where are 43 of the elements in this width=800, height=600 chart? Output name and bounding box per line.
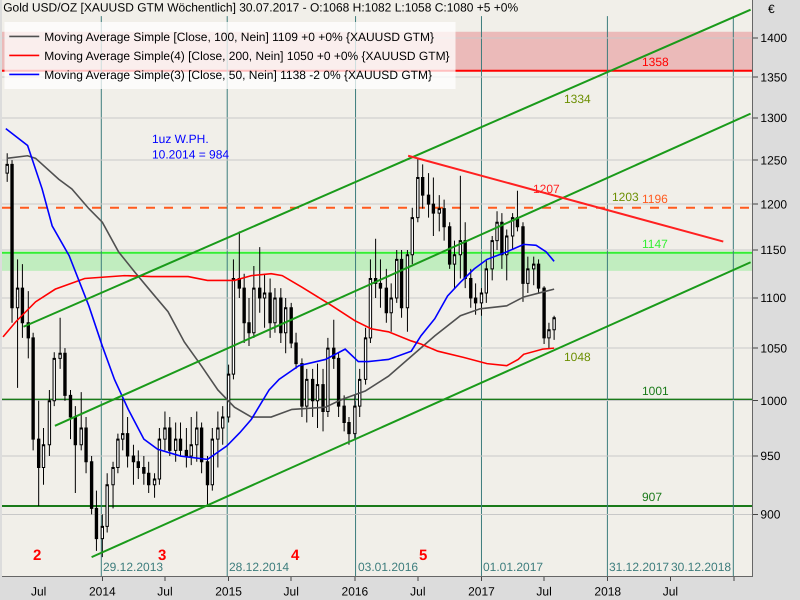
ref-line-label: 31.12.2017	[609, 560, 670, 574]
ref-line-label: 30.12.2018	[671, 560, 732, 574]
y-tick-label: 1400	[760, 31, 788, 46]
ref-line-label: 1196	[642, 192, 668, 206]
annotation: 5	[419, 547, 428, 564]
y-tick-label: 1100	[760, 291, 787, 306]
y-tick-label: 1000	[760, 394, 788, 408]
x-tick-label: 2018	[594, 584, 622, 598]
annotation: 1203	[612, 190, 640, 204]
ref-line-label: 1147	[642, 237, 668, 251]
y-tick-label: 950	[760, 449, 781, 464]
x-tick-label: Jul	[157, 584, 173, 598]
x-tick-label: Jul	[536, 584, 552, 598]
x-tick-label: Jul	[31, 584, 46, 598]
ref-line-label: 01.01.2017	[483, 560, 544, 574]
ref-line-label: 1358	[642, 55, 670, 69]
chart-title: Gold USD/OZ [XAUUSD GTM Wöchentlich] 30.07.2017 - O:1068 H:1082 L:1058 C:1080 +5 +0%	[3, 0, 518, 14]
x-tick-label: Jul	[284, 584, 299, 598]
x-tick-label: 2014	[88, 584, 116, 598]
annotation: 2	[33, 547, 42, 564]
annotation: 4	[291, 547, 300, 564]
y-tick-label: 1250	[760, 153, 788, 168]
y-tick-label: 1150	[760, 243, 787, 258]
x-tick-label: Jul	[410, 584, 426, 598]
ref-line-label: 1001	[642, 384, 670, 398]
annotation: 1334	[564, 92, 592, 106]
legend-label: Moving Average Simple(4) [Close, 200, Nein] 1050 +0 +0% {XAUUSD GTM}	[44, 49, 450, 64]
ref-line-label: 907	[642, 490, 662, 504]
ref-line-label: 28.12.2014	[229, 560, 290, 574]
x-tick-label: 2015	[215, 584, 242, 598]
y-tick-label: 1200	[760, 197, 788, 212]
x-tick-label: 2017	[468, 584, 496, 598]
ref-line-label: 03.01.2016	[358, 560, 418, 574]
legend-label: Moving Average Simple [Close, 100, Nein] 1109 +0 +0% {XAUUSD GTM}	[44, 30, 434, 44]
y-tick-label: 1350	[760, 70, 788, 84]
legend-label: Moving Average Simple(3) [Close, 50, Nein] 1138 -2 0% {XAUUSD GTM}	[44, 68, 432, 82]
annotation: 1048	[564, 350, 592, 364]
y-tick-label: 900	[760, 508, 781, 522]
y-tick-label: 1050	[760, 341, 788, 356]
y-tick-label: 1300	[760, 110, 788, 125]
y-axis-title: €	[768, 2, 775, 16]
x-tick-label: 2016	[342, 584, 369, 598]
x-tick-label: Jul	[662, 584, 678, 598]
